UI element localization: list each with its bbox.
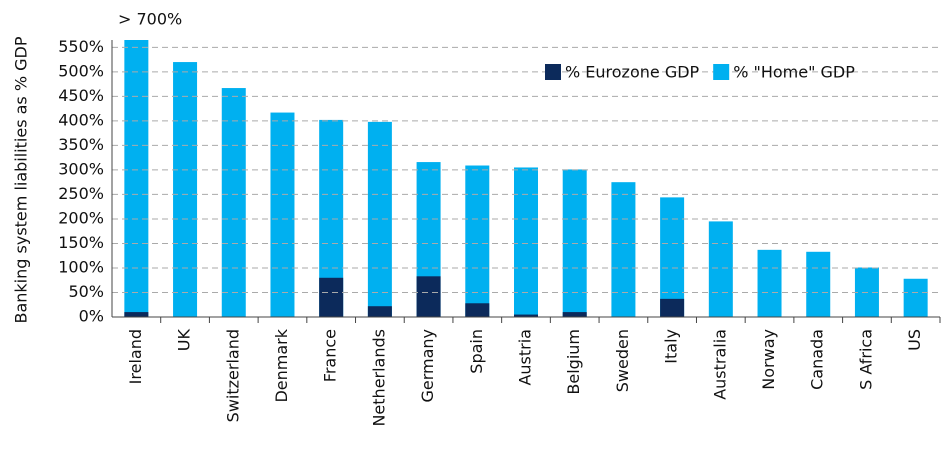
y-tick-label: 100% bbox=[58, 257, 104, 276]
bar bbox=[514, 167, 538, 317]
x-tick-label: Denmark bbox=[272, 328, 291, 402]
y-tick-label: 50% bbox=[68, 282, 104, 301]
y-tick-label: 350% bbox=[58, 135, 104, 154]
bar bbox=[660, 197, 685, 317]
legend-label: % Eurozone GDP bbox=[565, 63, 700, 82]
x-tick-label: France bbox=[321, 329, 340, 382]
bar bbox=[708, 221, 733, 317]
x-tick-label: Netherlands bbox=[369, 329, 388, 427]
y-tick-label: 250% bbox=[58, 184, 104, 203]
x-tick-label: UK bbox=[175, 328, 194, 351]
bar bbox=[757, 249, 782, 317]
annotation: > 700% bbox=[118, 10, 182, 29]
bar bbox=[465, 303, 490, 317]
bars bbox=[124, 40, 928, 318]
bar bbox=[611, 182, 636, 317]
x-tick-label: Switzerland bbox=[223, 329, 242, 422]
bar bbox=[367, 306, 392, 317]
x-tick-label: Sweden bbox=[613, 329, 632, 392]
bar bbox=[319, 277, 344, 317]
x-tick-label: Spain bbox=[467, 329, 486, 374]
bar bbox=[562, 312, 587, 317]
bar bbox=[903, 278, 928, 317]
legend-label: % "Home" GDP bbox=[733, 63, 855, 82]
y-tick-label: 450% bbox=[58, 86, 104, 105]
x-tick-label: Belgium bbox=[564, 329, 583, 395]
bar bbox=[173, 62, 198, 317]
bar bbox=[416, 276, 441, 317]
y-tick-label: 150% bbox=[58, 233, 104, 252]
y-tick-label: 200% bbox=[58, 208, 104, 227]
bar bbox=[124, 312, 149, 317]
y-tick-label: 500% bbox=[58, 61, 104, 80]
bar bbox=[221, 88, 246, 317]
bar bbox=[514, 314, 538, 317]
y-tick-label: 400% bbox=[58, 110, 104, 129]
bar bbox=[465, 165, 490, 317]
x-tick-label: Germany bbox=[418, 329, 437, 403]
legend-swatch bbox=[713, 64, 730, 80]
y-tick-label: 300% bbox=[58, 159, 104, 178]
y-tick-label: 550% bbox=[58, 37, 104, 56]
x-tick-label: Ireland bbox=[126, 329, 145, 384]
x-tick-label: Canada bbox=[808, 329, 827, 390]
x-tick-label: Austria bbox=[516, 329, 535, 386]
legend-swatch bbox=[545, 64, 561, 80]
y-tick-label: 0% bbox=[79, 307, 104, 326]
bar bbox=[367, 121, 392, 318]
x-tick-label: S Africa bbox=[856, 329, 875, 390]
x-tick-label: Norway bbox=[759, 329, 778, 390]
bar bbox=[124, 40, 149, 318]
bar bbox=[660, 298, 685, 317]
bar bbox=[270, 112, 295, 317]
x-tick-label: US bbox=[905, 329, 924, 351]
x-tick-label: Australia bbox=[710, 329, 729, 400]
bar bbox=[806, 251, 831, 317]
x-tick-label: Italy bbox=[662, 329, 681, 364]
y-axis-label: Banking system liabilities as % GDP bbox=[12, 36, 31, 323]
